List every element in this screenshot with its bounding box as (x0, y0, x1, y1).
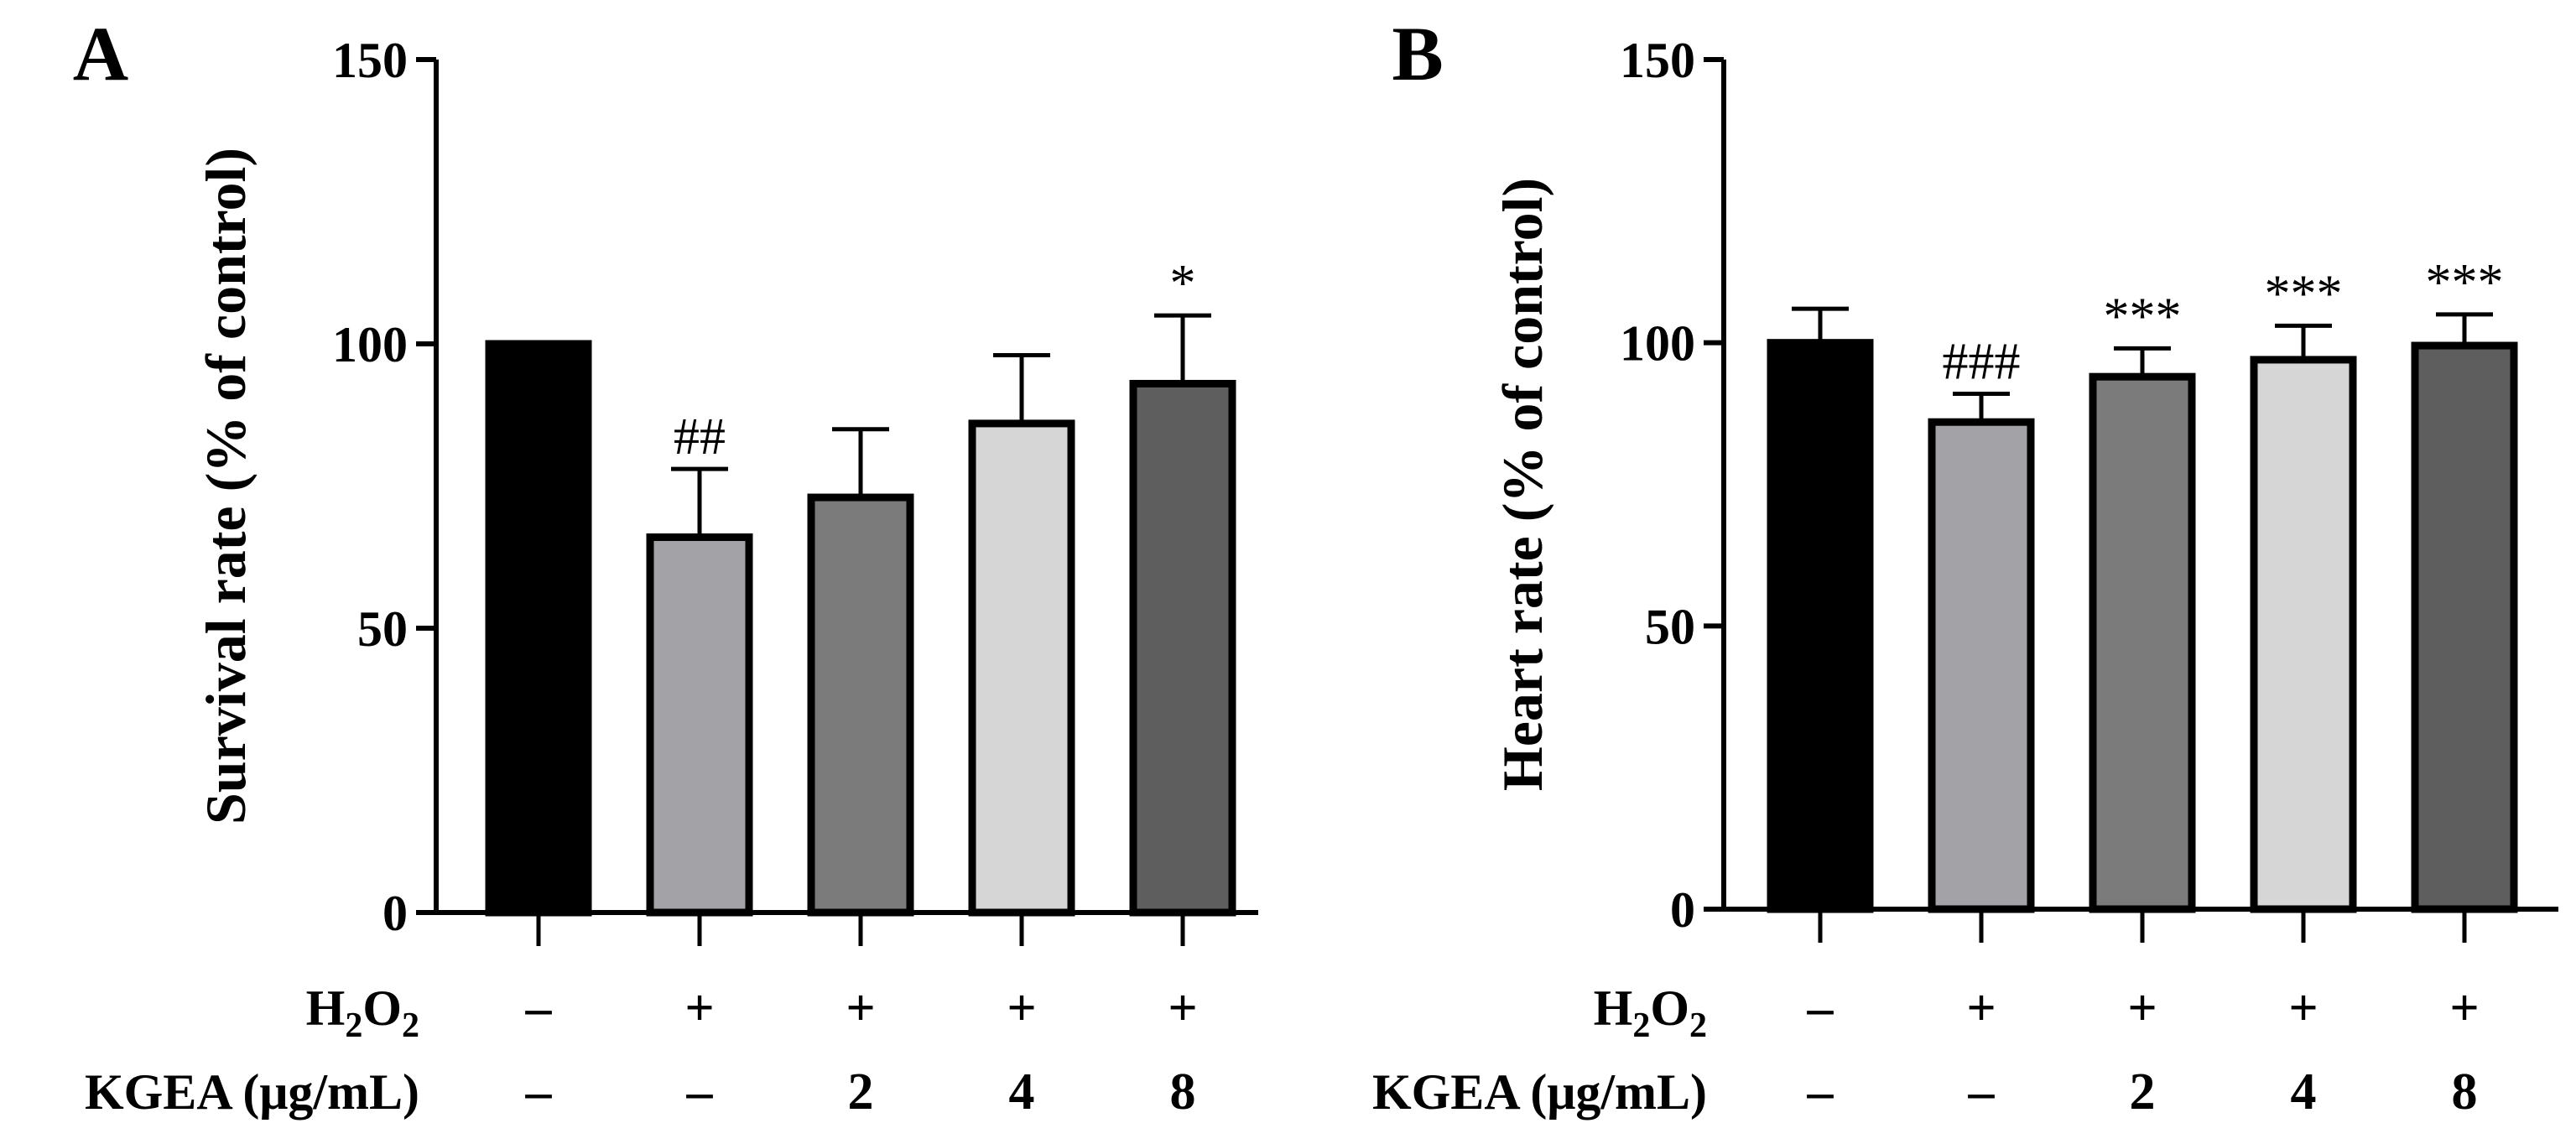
kgea-value: – (1807, 1063, 1834, 1121)
bar (2411, 341, 2518, 913)
panel-label: A (73, 11, 128, 96)
bar (646, 533, 753, 917)
kgea-value: – (525, 1063, 553, 1121)
kgea-value: 8 (1170, 1063, 1196, 1121)
y-tick-label: 50 (357, 601, 408, 657)
y-tick-label: 150 (332, 33, 408, 88)
h2o2-label-part: 2 (1632, 1006, 1650, 1045)
bar (1928, 418, 2035, 913)
significance-annotation: *** (2104, 288, 2182, 345)
h2o2-value: + (2449, 980, 2479, 1037)
h2o2-value: + (1007, 980, 1036, 1037)
h2o2-label-part: O (1650, 980, 1689, 1036)
significance-annotation: ## (674, 408, 726, 465)
bar (485, 340, 592, 917)
kgea-value: 4 (1009, 1063, 1035, 1121)
h2o2-label-part: 2 (402, 1006, 419, 1045)
h2o2-value: + (1168, 980, 1197, 1037)
h2o2-label-part: 2 (345, 1006, 362, 1045)
kgea-row-label: KGEA (μg/mL) (1372, 1064, 1707, 1120)
h2o2-value: – (1807, 980, 1834, 1037)
significance-annotation: *** (2426, 254, 2504, 311)
y-tick-label: 50 (1645, 599, 1695, 654)
h2o2-row-label: H2O2 (306, 980, 419, 1045)
y-tick-label: 100 (1620, 316, 1695, 372)
h2o2-value: + (1966, 980, 1996, 1037)
significance-annotation: * (1170, 255, 1196, 312)
h2o2-value: + (684, 980, 714, 1037)
bar (1767, 339, 1874, 913)
y-tick-label: 150 (1620, 33, 1695, 88)
h2o2-label-part: O (362, 980, 402, 1036)
bar (968, 419, 1075, 917)
h2o2-value: + (2127, 980, 2157, 1037)
h2o2-value: + (2288, 980, 2318, 1037)
kgea-value: 2 (848, 1063, 874, 1121)
significance-annotation: ### (1943, 333, 2021, 390)
bar (1129, 379, 1236, 917)
kgea-value: 4 (2291, 1063, 2317, 1121)
kgea-value: – (1968, 1063, 1996, 1121)
bar (2089, 372, 2196, 913)
bar (807, 493, 914, 917)
kgea-value: 2 (2130, 1063, 2156, 1121)
significance-annotation: *** (2265, 265, 2343, 322)
y-axis-title: Survival rate (% of control) (194, 148, 258, 824)
h2o2-label-part: H (1594, 980, 1633, 1036)
h2o2-value: – (525, 980, 553, 1037)
y-tick-label: 0 (382, 886, 408, 941)
panel-label: B (1392, 11, 1443, 96)
h2o2-label-part: 2 (1689, 1006, 1707, 1045)
y-tick-label: 0 (1670, 882, 1695, 938)
h2o2-label-part: H (306, 980, 346, 1036)
kgea-row-label: KGEA (μg/mL) (85, 1064, 419, 1120)
y-axis-title: Heart rate (% of control) (1491, 178, 1554, 791)
kgea-value: – (686, 1063, 714, 1121)
h2o2-row-label: H2O2 (1594, 980, 1707, 1045)
y-tick-label: 100 (332, 317, 408, 372)
kgea-value: 8 (2452, 1063, 2478, 1121)
h2o2-value: + (846, 980, 875, 1037)
bar (2250, 356, 2357, 913)
